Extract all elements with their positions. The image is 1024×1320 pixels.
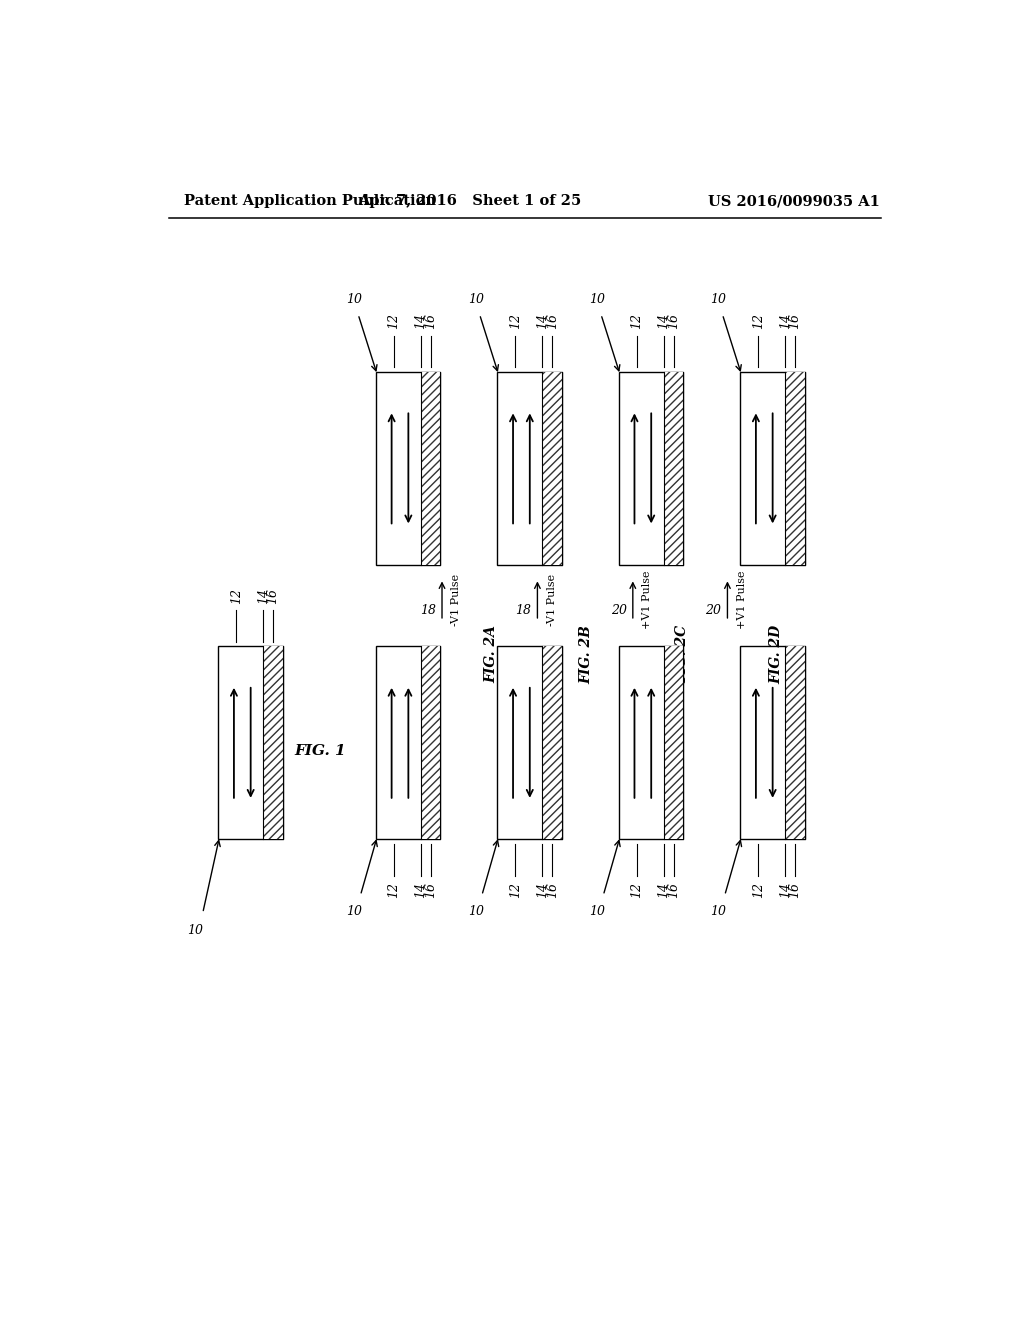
Bar [263,647,283,840]
Text: 14: 14 [415,882,428,898]
Text: -V1 Pulse: -V1 Pulse [452,574,461,626]
Text: 14: 14 [257,587,270,605]
Text: 16: 16 [667,882,680,898]
Text: 10: 10 [468,904,483,917]
Text: 10: 10 [346,904,362,917]
Bar [664,647,683,840]
Text: FIG. 2A: FIG. 2A [484,624,499,682]
Text: 12: 12 [509,882,522,898]
Text: 12: 12 [752,313,765,330]
Text: 12: 12 [752,882,765,898]
Text: 14: 14 [779,882,792,898]
Text: 16: 16 [546,313,559,330]
Text: FIG. 2D: FIG. 2D [770,624,783,684]
Bar [785,372,805,565]
Bar [740,372,805,565]
Text: 14: 14 [779,313,792,330]
Text: 14: 14 [657,882,671,898]
Text: 16: 16 [788,313,802,330]
Bar [543,372,562,565]
Text: 10: 10 [589,904,605,917]
Text: 16: 16 [667,313,680,330]
Bar [218,647,283,840]
Text: 10: 10 [589,293,605,306]
Text: 18: 18 [420,605,436,616]
Text: 12: 12 [630,882,643,898]
Text: 12: 12 [387,882,400,898]
Text: 20: 20 [706,605,721,616]
Text: 18: 18 [515,605,531,616]
Bar [376,647,440,840]
Text: 12: 12 [630,313,643,330]
Text: -V1 Pulse: -V1 Pulse [547,574,557,626]
Text: 10: 10 [711,293,726,306]
Text: 10: 10 [711,904,726,917]
Bar [618,647,683,840]
Bar [618,372,683,565]
Text: 16: 16 [266,587,280,605]
Text: 12: 12 [387,313,400,330]
Bar [664,372,683,565]
Bar [543,647,562,840]
Text: FIG. 1: FIG. 1 [294,743,346,758]
Text: 20: 20 [610,605,627,616]
Bar [740,647,805,840]
Bar [785,647,805,840]
Text: Patent Application Publication: Patent Application Publication [184,194,436,209]
Text: +V1 Pulse: +V1 Pulse [642,570,652,628]
Text: 10: 10 [468,293,483,306]
Text: 16: 16 [546,882,559,898]
Text: 14: 14 [536,882,549,898]
Text: 14: 14 [536,313,549,330]
Text: FIG. 2C: FIG. 2C [675,624,689,682]
Text: 16: 16 [788,882,802,898]
Text: +V1 Pulse: +V1 Pulse [736,570,746,628]
Text: 16: 16 [424,882,437,898]
Bar [498,372,562,565]
Text: 16: 16 [424,313,437,330]
Text: 12: 12 [509,313,522,330]
Text: 10: 10 [187,924,203,937]
Text: 10: 10 [346,293,362,306]
Text: 14: 14 [657,313,671,330]
Text: Apr. 7, 2016   Sheet 1 of 25: Apr. 7, 2016 Sheet 1 of 25 [358,194,582,209]
Text: US 2016/0099035 A1: US 2016/0099035 A1 [708,194,880,209]
Bar [421,647,440,840]
Bar [498,647,562,840]
Text: 14: 14 [415,313,428,330]
Text: FIG. 2B: FIG. 2B [580,624,594,684]
Bar [421,372,440,565]
Text: 12: 12 [229,587,243,605]
Bar [376,372,440,565]
